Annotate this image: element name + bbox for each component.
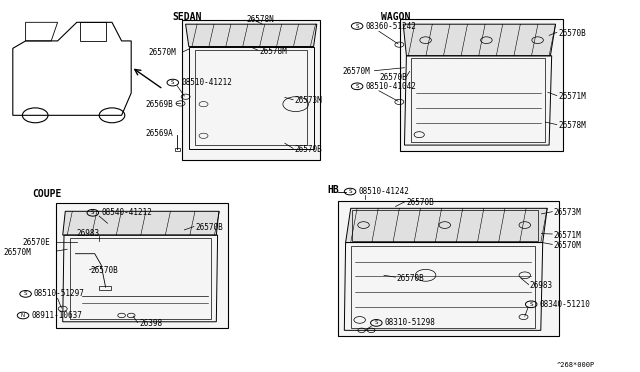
Polygon shape: [403, 24, 556, 56]
Text: 26398: 26398: [140, 319, 163, 328]
Text: HB: HB: [328, 186, 339, 195]
Bar: [175, 148, 180, 151]
Bar: [400, 19, 563, 151]
Text: 26983: 26983: [77, 229, 100, 238]
Text: S: S: [348, 189, 352, 194]
Text: COUPE: COUPE: [32, 189, 61, 199]
Bar: [351, 246, 535, 328]
Bar: [338, 201, 559, 336]
Text: S: S: [24, 291, 28, 296]
Text: 26570B: 26570B: [406, 198, 434, 207]
Text: 26571M: 26571M: [558, 92, 586, 101]
Bar: [195, 50, 307, 145]
Text: 26570B: 26570B: [195, 223, 223, 232]
Text: 08340-51210: 08340-51210: [540, 300, 590, 309]
Text: S: S: [355, 84, 359, 89]
Text: 08540-41212: 08540-41212: [101, 208, 152, 217]
Text: 26570B: 26570B: [380, 73, 407, 82]
Text: S: S: [355, 23, 359, 29]
Text: 26573M: 26573M: [554, 208, 581, 217]
Text: 08510-41212: 08510-41212: [181, 78, 232, 87]
Bar: [99, 286, 111, 290]
Bar: [182, 20, 320, 160]
Text: 26571M: 26571M: [554, 231, 581, 240]
Polygon shape: [63, 211, 219, 235]
Text: 26570M: 26570M: [342, 67, 370, 76]
Text: S: S: [171, 80, 175, 85]
Text: 26570B: 26570B: [294, 145, 322, 154]
Text: 08510-51297: 08510-51297: [34, 289, 84, 298]
Polygon shape: [346, 208, 547, 243]
Text: 08911-10637: 08911-10637: [31, 311, 82, 320]
Text: ^268*000P: ^268*000P: [557, 362, 595, 368]
Bar: [70, 238, 211, 319]
Text: 08310-51298: 08310-51298: [385, 318, 435, 327]
Text: 26570B: 26570B: [397, 274, 424, 283]
Bar: [411, 58, 545, 142]
Text: 08510-41242: 08510-41242: [358, 187, 409, 196]
Text: 26570B: 26570B: [91, 266, 118, 275]
Text: SEDAN: SEDAN: [173, 12, 202, 22]
Polygon shape: [186, 24, 317, 46]
Text: 08360-51242: 08360-51242: [365, 22, 416, 31]
Text: N: N: [21, 313, 25, 318]
Text: 26570B: 26570B: [558, 29, 586, 38]
Text: 26573M: 26573M: [294, 96, 322, 105]
Text: 26569B: 26569B: [146, 100, 173, 109]
Text: 26570E: 26570E: [22, 238, 50, 247]
Text: S: S: [374, 320, 378, 326]
Text: 26578M: 26578M: [558, 121, 586, 130]
Text: 26578M: 26578M: [259, 47, 287, 56]
Bar: [352, 210, 538, 241]
Text: 26570M: 26570M: [3, 248, 31, 257]
Text: S: S: [91, 210, 95, 215]
Text: WAGON: WAGON: [381, 12, 410, 22]
Text: 26578N: 26578N: [246, 15, 274, 24]
Text: 08510-41042: 08510-41042: [365, 82, 416, 91]
Text: 26569A: 26569A: [146, 129, 173, 138]
Text: 26570M: 26570M: [554, 241, 581, 250]
Bar: [56, 203, 228, 328]
Text: 26983: 26983: [530, 281, 553, 290]
Text: S: S: [529, 302, 533, 307]
Text: 26570M: 26570M: [148, 48, 176, 57]
